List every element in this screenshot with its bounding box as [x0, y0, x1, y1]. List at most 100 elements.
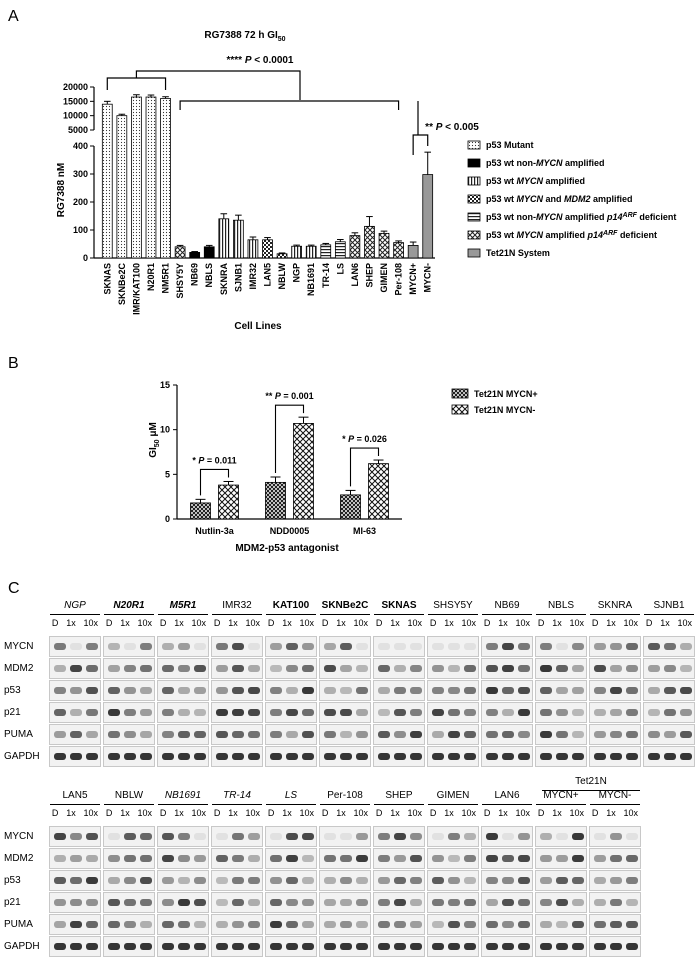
blot-cell-line-group: SHEP D 1x 10x: [372, 776, 426, 959]
blot-band: [502, 921, 514, 928]
blot-band: [518, 833, 530, 840]
group-underline: [266, 804, 316, 805]
blot-band: [378, 665, 390, 672]
blot-band: [626, 833, 638, 840]
blot-band: [502, 899, 514, 906]
blot-band: [302, 855, 314, 862]
group-underline: [320, 804, 370, 805]
lane-labels: D 1x 10x: [48, 808, 102, 818]
rg7388-gi50-bar-chart: RG7388 72 h GI50 0 100 200 300 400 5000 10000 1…: [56, 30, 676, 332]
group-underline: [482, 804, 532, 805]
blot-band: [572, 753, 584, 760]
x-tick-label: IMR/KAT100: [131, 263, 141, 315]
blot-cell-line-group: NGP D 1x 10x: [48, 600, 102, 770]
blot-strip: [49, 702, 101, 723]
bar: [203, 246, 215, 259]
cell-line-name: NBLW: [114, 790, 144, 801]
blot-band: [518, 753, 530, 760]
lane-label: 1x: [390, 808, 400, 818]
annotation-p-value: ** P < 0.005: [425, 122, 479, 133]
y-tick-label: 0: [165, 514, 170, 524]
blot-band: [410, 709, 422, 716]
lane-label: 1x: [498, 618, 508, 628]
blot-band: [394, 731, 406, 738]
blot-strip: [211, 892, 263, 913]
blot-band: [356, 643, 368, 650]
lane-label: 1x: [552, 808, 562, 818]
blot-band: [286, 709, 298, 716]
blot-band: [502, 687, 514, 694]
blot-band: [486, 731, 498, 738]
blot-band: [340, 921, 352, 928]
blot-band: [248, 665, 260, 672]
blot-band: [556, 665, 568, 672]
blot-band: [70, 899, 82, 906]
significance-bracket: [412, 134, 429, 155]
blot-band: [378, 877, 390, 884]
blot-band: [540, 899, 552, 906]
blot-strip: [589, 702, 641, 723]
blot-band: [394, 709, 406, 716]
blot-band: [626, 855, 638, 862]
blot-band: [394, 687, 406, 694]
lane-label: D: [537, 618, 545, 628]
y-tick-label: 200: [73, 197, 88, 207]
blot-strip: [535, 826, 587, 847]
blot-cell-line-group: IMR32 D 1x 10x: [210, 600, 264, 770]
blot-band: [356, 943, 368, 950]
blot-strip: [49, 636, 101, 657]
blot-band: [448, 687, 460, 694]
blot-block-top: MYCN MDM2 p53 p21 PUMA GAPDH NGP D 1x 10x N20R1 D 1x…: [0, 600, 700, 770]
blot-strip: [481, 848, 533, 869]
blot-band: [486, 643, 498, 650]
blot-band: [680, 643, 692, 650]
blot-band: [432, 731, 444, 738]
blot-band: [194, 877, 206, 884]
blot-band: [232, 855, 244, 862]
blot-band: [464, 855, 476, 862]
blot-band: [610, 855, 622, 862]
blot-strip: [535, 746, 587, 767]
bar: [189, 251, 201, 259]
blot-band: [502, 643, 514, 650]
blot-band: [340, 643, 352, 650]
blot-band: [124, 643, 136, 650]
blot-band: [216, 643, 228, 650]
blot-band: [232, 921, 244, 928]
blot-band: [108, 687, 120, 694]
blot-band: [432, 709, 444, 716]
cell-line-name: LAN6: [494, 790, 520, 801]
blot-band: [248, 753, 260, 760]
blot-band: [286, 899, 298, 906]
x-tick-label: TR-14: [321, 263, 331, 288]
blot-band: [432, 855, 444, 862]
blot-strip: [265, 724, 317, 745]
blot-band: [432, 643, 444, 650]
blot-band: [324, 833, 336, 840]
x-tick-label: SKNAS: [102, 263, 112, 295]
blot-strip: [373, 892, 425, 913]
group-underline: [104, 614, 154, 615]
blot-band: [86, 687, 98, 694]
blot-band: [540, 687, 552, 694]
blot-band: [680, 709, 692, 716]
blot-strip: [481, 892, 533, 913]
blot-band: [502, 709, 514, 716]
blot-band: [302, 943, 314, 950]
lane-label: 1x: [498, 808, 508, 818]
lane-label: D: [159, 808, 167, 818]
legend-swatch: [467, 158, 481, 168]
blot-band: [286, 687, 298, 694]
x-tick-label: GIMEN: [379, 263, 389, 293]
blot-band: [556, 687, 568, 694]
blot-strip: [535, 636, 587, 657]
blot-band: [486, 709, 498, 716]
blot-strip: [157, 702, 209, 723]
lane-label: 10x: [353, 808, 369, 818]
y-tick-label: 300: [73, 169, 88, 179]
blot-band: [432, 899, 444, 906]
blot-band: [232, 665, 244, 672]
blot-strip: [481, 870, 533, 891]
blot-cell-line-group: NBLS D 1x 10x: [534, 600, 588, 770]
blot-band: [410, 833, 422, 840]
